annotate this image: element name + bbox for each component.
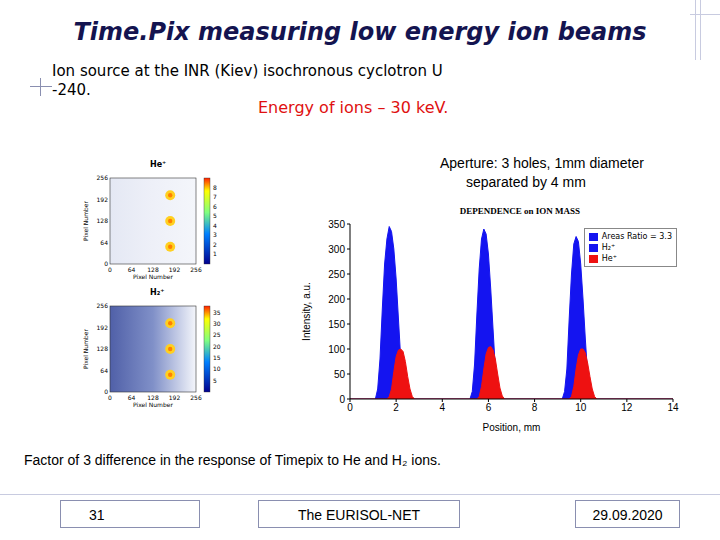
svg-text:150: 150 bbox=[328, 319, 345, 330]
svg-text:2: 2 bbox=[213, 241, 217, 248]
svg-text:64: 64 bbox=[100, 367, 108, 374]
svg-text:12: 12 bbox=[621, 402, 633, 413]
svg-text:0: 0 bbox=[108, 266, 112, 273]
svg-text:300: 300 bbox=[328, 244, 345, 255]
svg-text:Position, mm: Position, mm bbox=[483, 422, 541, 433]
svg-text:3: 3 bbox=[213, 231, 217, 238]
html-text:Energy of ions – 30 keV.: Energy of ions – 30 keV. bbox=[258, 98, 449, 117]
svg-text:100: 100 bbox=[328, 344, 345, 355]
svg-text:128: 128 bbox=[147, 394, 159, 401]
svg-text:Pixel Number: Pixel Number bbox=[82, 201, 89, 241]
html-text:H₂⁺: H₂⁺ bbox=[601, 243, 616, 252]
svg-text:10: 10 bbox=[213, 365, 221, 372]
html-text:Areas Ratio = 3.3: Areas Ratio = 3.3 bbox=[601, 232, 672, 241]
svg-text:10: 10 bbox=[575, 402, 587, 413]
svg-text:200: 200 bbox=[328, 294, 345, 305]
svg-text:256: 256 bbox=[190, 266, 202, 273]
html-text:29.09.2020: 29.09.2020 bbox=[592, 507, 663, 523]
svg-text:350: 350 bbox=[328, 219, 345, 230]
svg-text:0: 0 bbox=[104, 260, 108, 267]
svg-text:0: 0 bbox=[108, 394, 112, 401]
html-text:Time.Pix measuring low energy: Time.Pix measuring low energy ion beams bbox=[73, 18, 647, 46]
svg-text:1: 1 bbox=[213, 250, 217, 257]
svg-text:4: 4 bbox=[440, 402, 446, 413]
svg-text:8: 8 bbox=[532, 402, 538, 413]
svg-text:Pixel Number: Pixel Number bbox=[133, 401, 173, 408]
svg-text:192: 192 bbox=[169, 394, 181, 401]
html-text:DEPENDENCE on ION MASS: DEPENDENCE on ION MASS bbox=[459, 206, 581, 216]
svg-text:128: 128 bbox=[97, 345, 109, 352]
svg-text:35: 35 bbox=[213, 309, 221, 316]
svg-text:192: 192 bbox=[169, 266, 181, 273]
svg-text:25: 25 bbox=[213, 331, 221, 338]
html-text:Aperture: 3 holes, 1mm diamete: Aperture: 3 holes, 1mm diameter bbox=[440, 155, 644, 171]
svg-text:Pixel Number: Pixel Number bbox=[82, 329, 89, 369]
html-text:31: 31 bbox=[89, 507, 105, 523]
svg-text:128: 128 bbox=[147, 266, 159, 273]
svg-text:256: 256 bbox=[97, 302, 109, 309]
html-text:H₂⁺: H₂⁺ bbox=[150, 288, 165, 297]
svg-text:5: 5 bbox=[213, 212, 217, 219]
svg-text:Intensity, a.u.: Intensity, a.u. bbox=[301, 282, 312, 341]
svg-text:8: 8 bbox=[213, 184, 217, 191]
html-text:separated by 4 mm: separated by 4 mm bbox=[466, 174, 586, 190]
svg-text:256: 256 bbox=[190, 394, 202, 401]
svg-text:192: 192 bbox=[97, 324, 109, 331]
svg-text:6: 6 bbox=[486, 402, 492, 413]
svg-text:6: 6 bbox=[213, 203, 217, 210]
svg-text:Pixel Number: Pixel Number bbox=[133, 273, 173, 280]
svg-text:14: 14 bbox=[667, 402, 679, 413]
svg-text:0: 0 bbox=[339, 394, 345, 405]
html-text:The EURISOL-NET: The EURISOL-NET bbox=[297, 507, 421, 523]
svg-text:5: 5 bbox=[213, 377, 217, 384]
html-text:Factor of 3 difference in the: Factor of 3 difference in the response o… bbox=[24, 452, 441, 468]
svg-text:7: 7 bbox=[213, 193, 217, 200]
html-text:Ion source at the INR (Kiev) i: Ion source at the INR (Kiev) isochronous… bbox=[52, 62, 443, 80]
svg-text:4: 4 bbox=[213, 222, 217, 229]
svg-text:20: 20 bbox=[213, 343, 221, 350]
svg-text:128: 128 bbox=[97, 217, 109, 224]
svg-text:250: 250 bbox=[328, 269, 345, 280]
svg-text:64: 64 bbox=[128, 394, 136, 401]
svg-text:192: 192 bbox=[97, 196, 109, 203]
svg-text:2: 2 bbox=[393, 402, 399, 413]
html-text:-240.: -240. bbox=[52, 81, 91, 99]
svg-text:256: 256 bbox=[97, 174, 109, 181]
html-text:He⁺: He⁺ bbox=[150, 160, 167, 169]
svg-text:0: 0 bbox=[347, 402, 353, 413]
svg-text:64: 64 bbox=[128, 266, 136, 273]
svg-text:50: 50 bbox=[334, 369, 346, 380]
svg-text:64: 64 bbox=[100, 239, 108, 246]
html-text:He⁺: He⁺ bbox=[601, 254, 617, 263]
svg-text:30: 30 bbox=[213, 320, 221, 327]
svg-text:15: 15 bbox=[213, 354, 221, 361]
svg-text:0: 0 bbox=[104, 388, 108, 395]
